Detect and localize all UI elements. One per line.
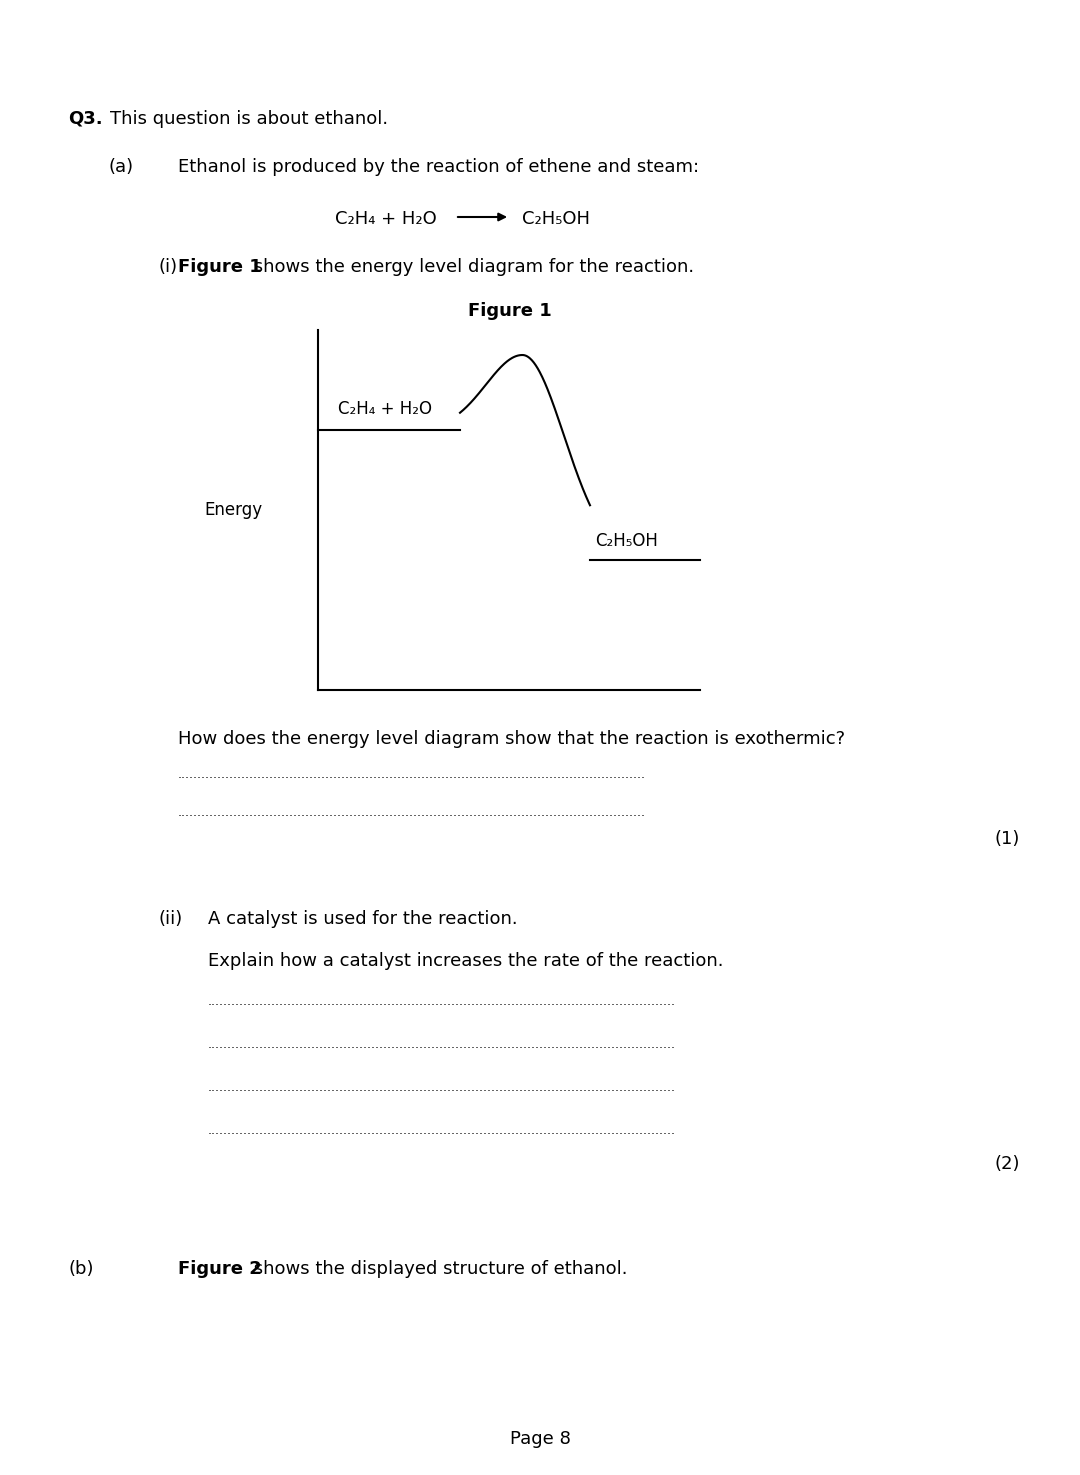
Text: C₂H₄ + H₂O: C₂H₄ + H₂O <box>335 209 436 229</box>
Text: Page 8: Page 8 <box>510 1429 570 1448</box>
Text: ................................................................................: ........................................… <box>208 996 676 1007</box>
Text: ................................................................................: ........................................… <box>178 805 646 819</box>
Text: ................................................................................: ........................................… <box>208 1081 676 1094</box>
Text: Ethanol is produced by the reaction of ethene and steam:: Ethanol is produced by the reaction of e… <box>178 158 699 176</box>
Text: ................................................................................: ........................................… <box>178 768 646 780</box>
Text: (1): (1) <box>995 830 1020 848</box>
Text: A catalyst is used for the reaction.: A catalyst is used for the reaction. <box>208 910 517 928</box>
Text: (2): (2) <box>995 1155 1020 1173</box>
Text: ................................................................................: ........................................… <box>208 1038 676 1052</box>
Text: (i): (i) <box>158 258 177 276</box>
Text: Figure 2: Figure 2 <box>178 1260 261 1277</box>
Text: ................................................................................: ........................................… <box>208 1124 676 1137</box>
Text: Figure 1: Figure 1 <box>468 302 552 320</box>
Text: (ii): (ii) <box>158 910 183 928</box>
Text: Figure 1: Figure 1 <box>178 258 261 276</box>
Text: Energy: Energy <box>205 502 264 519</box>
Text: This question is about ethanol.: This question is about ethanol. <box>110 111 388 128</box>
Text: shows the energy level diagram for the reaction.: shows the energy level diagram for the r… <box>248 258 694 276</box>
Text: shows the displayed structure of ethanol.: shows the displayed structure of ethanol… <box>248 1260 627 1277</box>
Text: C₂H₄ + H₂O: C₂H₄ + H₂O <box>338 400 432 417</box>
Text: C₂H₅OH: C₂H₅OH <box>595 532 658 550</box>
Text: (a): (a) <box>108 158 133 176</box>
Text: How does the energy level diagram show that the reaction is exothermic?: How does the energy level diagram show t… <box>178 730 846 748</box>
Text: Explain how a catalyst increases the rate of the reaction.: Explain how a catalyst increases the rat… <box>208 951 724 971</box>
Text: C₂H₅OH: C₂H₅OH <box>522 209 590 229</box>
Text: Q3.: Q3. <box>68 111 103 128</box>
Text: (b): (b) <box>68 1260 94 1277</box>
